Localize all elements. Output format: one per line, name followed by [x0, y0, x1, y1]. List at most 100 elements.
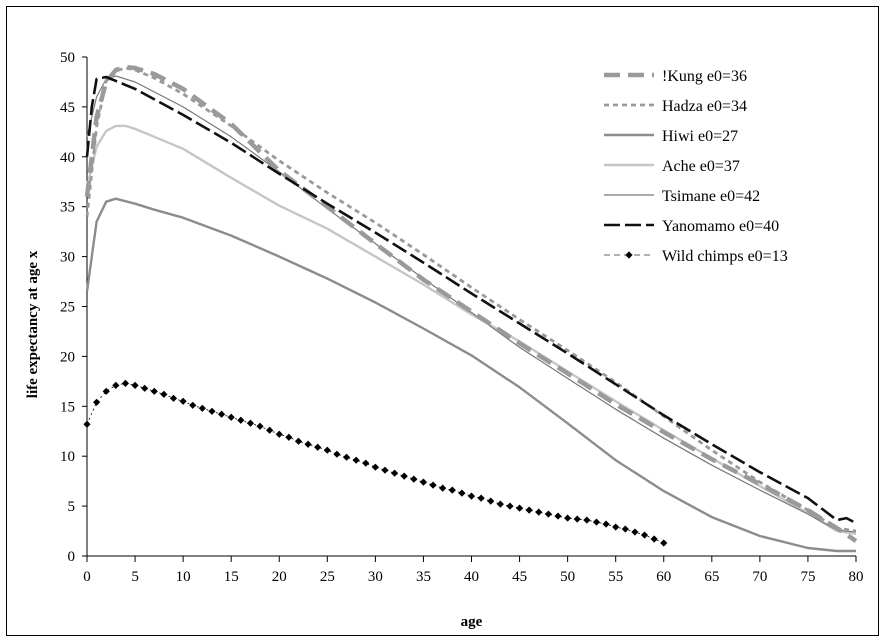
data-point: [612, 523, 620, 531]
x-tick-label: 5: [131, 569, 139, 585]
data-point: [467, 492, 476, 500]
data-point: [131, 381, 139, 389]
data-point: [429, 481, 437, 489]
legend-item-3: Ache e0=37: [604, 158, 740, 175]
data-point: [112, 381, 120, 389]
y-tick-label: 25: [60, 300, 75, 316]
data-point: [439, 484, 447, 492]
data-point: [496, 500, 504, 508]
x-tick-label: 35: [416, 569, 431, 585]
data-point: [121, 379, 130, 387]
x-tick-label: 30: [368, 569, 383, 585]
data-point: [314, 443, 322, 451]
data-point: [371, 463, 379, 471]
legend-item-4: Tsimane e0=42: [604, 188, 760, 205]
x-tick-label: 10: [176, 569, 191, 585]
series-6: [83, 379, 668, 547]
y-tick-label: 35: [60, 200, 75, 216]
data-point: [631, 528, 639, 536]
data-point: [650, 535, 658, 543]
y-tick-label: 0: [68, 549, 76, 565]
x-tick-label: 65: [704, 569, 719, 585]
data-point: [535, 508, 543, 516]
y-tick-label: 20: [60, 349, 75, 365]
legend-label: Yanomamo e0=40: [662, 218, 779, 235]
y-tick-label: 5: [68, 499, 76, 515]
legend-item-2: Hiwi e0=27: [604, 128, 738, 145]
series-line: [85, 75, 857, 525]
series-layer: [83, 64, 858, 553]
data-point: [102, 387, 110, 395]
data-point: [410, 475, 418, 483]
series-4: [86, 75, 857, 533]
legend-item-0: !Kung e0=36: [604, 68, 747, 85]
x-tick-label: 0: [83, 569, 91, 585]
data-point: [227, 413, 235, 421]
y-tick-label: 45: [60, 100, 75, 116]
x-tick-label: 25: [320, 569, 335, 585]
data-point: [458, 489, 466, 497]
legend-label: Hadza e0=34: [662, 98, 747, 115]
data-point: [217, 410, 226, 418]
x-tick-label: 60: [656, 569, 671, 585]
x-tick-label: 75: [800, 569, 815, 585]
data-point: [391, 469, 399, 477]
data-point: [583, 516, 591, 524]
data-point: [564, 514, 572, 522]
legend-item-6: Wild chimps e0=13: [604, 248, 788, 265]
legend-item-5: Yanomamo e0=40: [604, 218, 779, 235]
data-point: [419, 478, 428, 486]
y-tick-label: 10: [60, 449, 75, 465]
data-point: [477, 494, 485, 502]
legend-marker: [625, 251, 633, 259]
series-5: [85, 75, 857, 525]
data-point: [333, 450, 341, 458]
x-axis-title: age: [461, 614, 483, 630]
chart-frame: [6, 6, 879, 636]
legend-label: Wild chimps e0=13: [662, 248, 788, 265]
data-point: [93, 398, 101, 406]
series-line: [85, 197, 856, 553]
data-point: [304, 440, 312, 448]
data-point: [660, 539, 668, 547]
data-point: [592, 518, 601, 526]
series-1: [85, 66, 857, 533]
data-point: [208, 407, 216, 415]
data-point: [544, 510, 552, 518]
y-tick-label: 30: [60, 250, 75, 266]
legend-label: Ache e0=37: [662, 158, 740, 175]
data-point: [83, 420, 91, 428]
data-point: [256, 422, 264, 430]
series-line: [86, 75, 857, 533]
axes: 0 5 10 15 20 25 30 35 40 45 50 0 5 10 15 20 25 30 35 40 45 50…: [60, 50, 864, 585]
data-point: [237, 416, 245, 424]
data-point: [352, 456, 360, 464]
legend-label: Hiwi e0=27: [662, 128, 738, 145]
y-axis-title: life expectancy at age x: [25, 250, 41, 398]
data-point: [285, 433, 293, 441]
data-point: [381, 466, 389, 474]
y-tick-label: 15: [60, 399, 75, 415]
legend-label: !Kung e0=36: [662, 68, 747, 85]
legend-label: Tsimane e0=42: [662, 188, 760, 205]
data-point: [179, 397, 187, 405]
legend: !Kung e0=36 Hadza e0=34 Hiwi e0=27 Ache e0=…: [604, 68, 788, 265]
x-tick-label: 70: [752, 569, 767, 585]
series-3: [85, 124, 857, 536]
data-point: [448, 486, 456, 494]
legend-item-1: Hadza e0=34: [604, 98, 747, 115]
data-point: [246, 419, 255, 427]
data-point: [362, 459, 370, 467]
data-point: [554, 512, 562, 520]
data-point: [150, 387, 158, 395]
y-tick-label: 40: [60, 150, 75, 166]
x-tick-label: 50: [560, 569, 575, 585]
x-tick-label: 55: [608, 569, 623, 585]
x-tick-label: 15: [224, 569, 239, 585]
data-point: [487, 497, 495, 505]
series-0: [84, 64, 858, 543]
series-line: [84, 64, 858, 543]
data-point: [506, 502, 514, 510]
data-point: [602, 520, 610, 528]
